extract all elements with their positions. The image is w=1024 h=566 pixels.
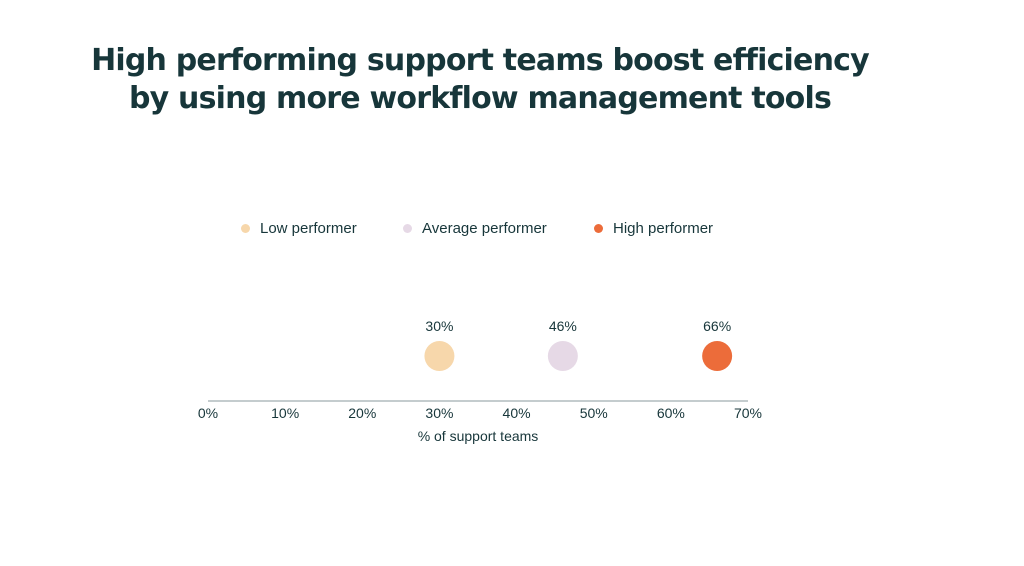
data-label-low-performer: 30% [425, 318, 453, 334]
data-point-low-performer [424, 341, 455, 371]
legend-dot-average-performer [403, 224, 412, 233]
legend-dot-high-performer [594, 224, 603, 233]
data-point-high-performer [702, 341, 733, 371]
x-tick-label: 0% [198, 405, 218, 421]
x-tick-label: 20% [348, 405, 376, 421]
legend-item-average-performer: Average performer [403, 220, 547, 237]
legend-label-low-performer: Low performer [260, 220, 357, 237]
x-tick-label: 70% [734, 405, 762, 421]
legend-dot-low-performer [241, 224, 250, 233]
data-points: 30% 46% 66% [424, 318, 733, 371]
x-tick-label: 10% [271, 405, 299, 421]
chart-title-line-2: by using more workflow management tools [128, 81, 832, 116]
x-tick-label: 40% [503, 405, 531, 421]
x-axis-label: % of support teams [418, 428, 539, 444]
data-label-average-performer: 46% [549, 318, 577, 334]
legend-item-high-performer: High performer [594, 220, 713, 237]
chart-legend: Low performer Average performer High per… [0, 220, 1024, 240]
data-point-average-performer [547, 341, 578, 371]
chart-title: High performing support teams boost effi… [0, 42, 960, 118]
x-tick-label: 30% [425, 405, 453, 421]
legend-label-high-performer: High performer [613, 220, 714, 237]
chart-title-line-1: High performing support teams boost effi… [91, 43, 870, 78]
x-tick-label: 50% [580, 405, 608, 421]
legend-item-low-performer: Low performer [241, 220, 357, 237]
x-tick-label: 60% [657, 405, 685, 421]
data-label-high-performer: 66% [703, 318, 731, 334]
legend-label-average-performer: Average performer [422, 220, 547, 237]
x-axis-ticks: 0% 10% 20% 30% 40% 50% 60% 70% [198, 405, 762, 421]
